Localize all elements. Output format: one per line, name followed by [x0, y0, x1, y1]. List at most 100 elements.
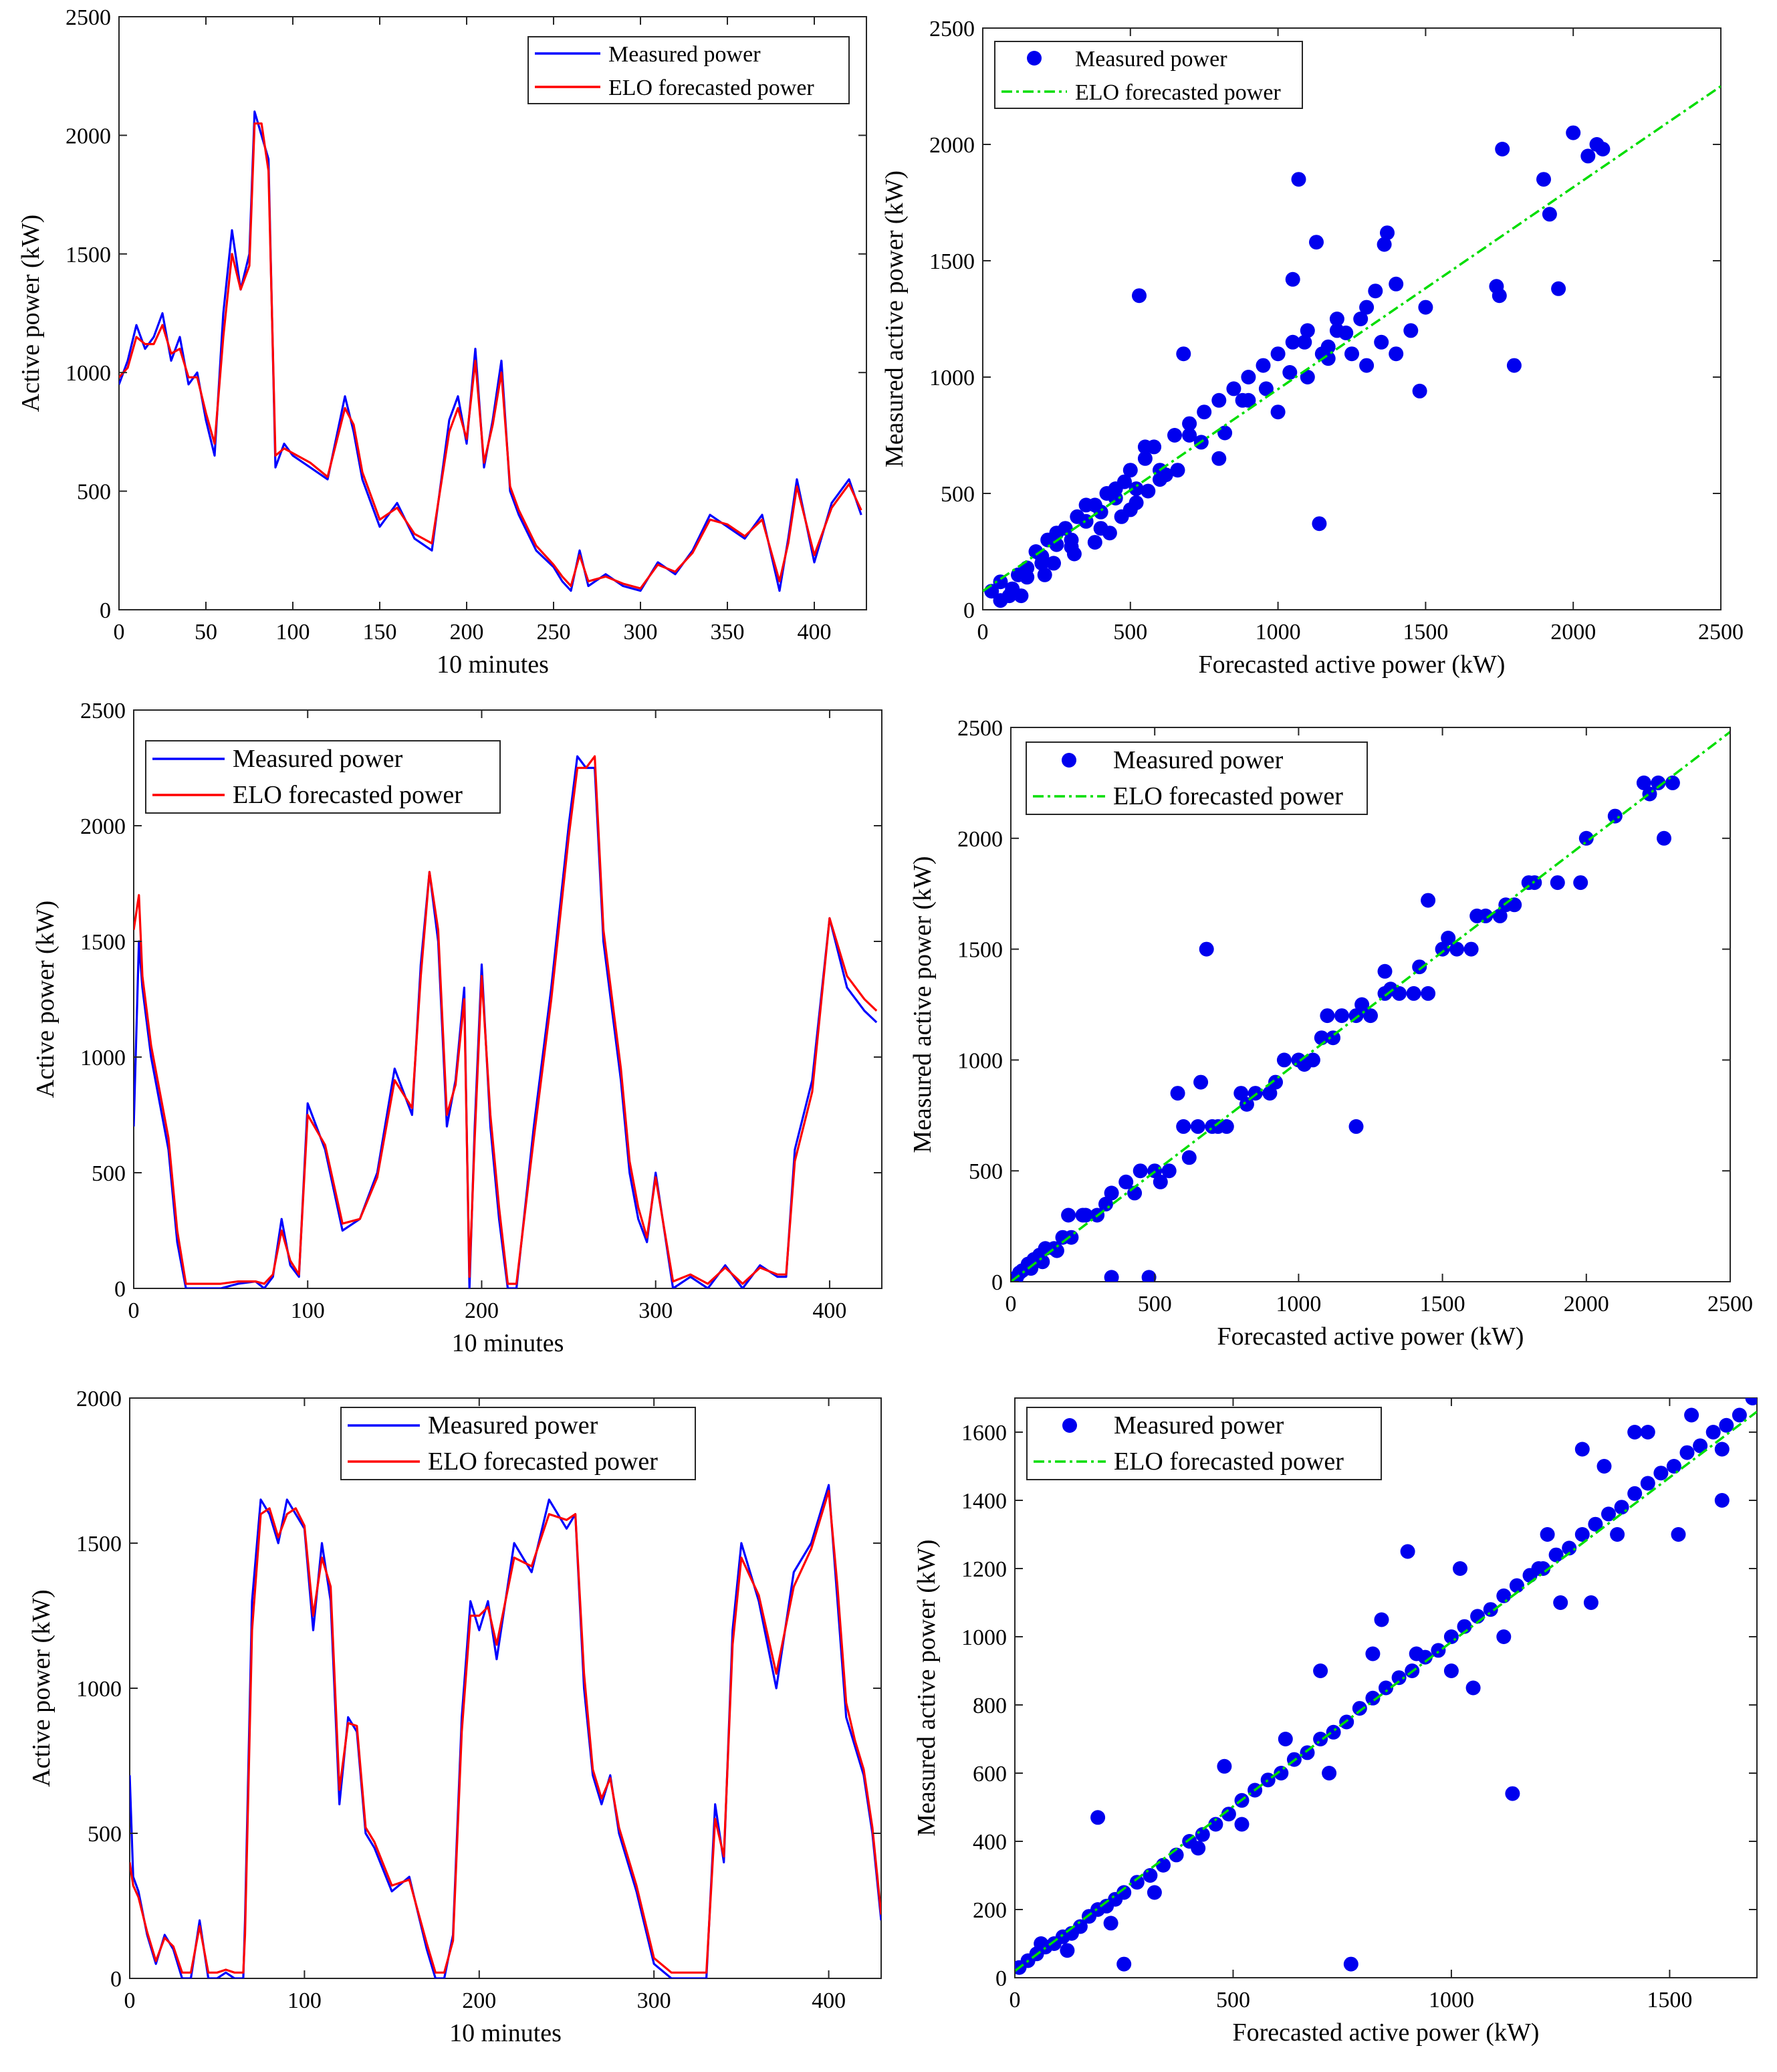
y-tick-label: 1400	[961, 1489, 1007, 1514]
scatter-point	[1285, 334, 1300, 350]
scatter-point	[1278, 1732, 1293, 1746]
scatter-point	[1129, 481, 1144, 496]
x-tick-label: 350	[711, 620, 745, 645]
scatter-point	[1098, 1196, 1113, 1212]
y-tick-label: 1000	[66, 361, 111, 386]
scatter-point	[1566, 125, 1581, 140]
scatter-point	[1441, 931, 1456, 945]
chart-ts2: 0 100 200 300 400 0 500 1000 1500 2000 2500 10 minu…	[31, 699, 882, 1357]
scatter-point	[1072, 1919, 1088, 1934]
scatter-point	[1601, 1506, 1616, 1522]
y-tick-label: 1500	[929, 249, 975, 274]
x-tick-label: 250	[537, 620, 571, 645]
scatter-point	[1483, 1602, 1498, 1617]
y-tick-label: 0	[100, 598, 111, 623]
scatter-point	[1610, 1527, 1625, 1542]
scatter-point	[1141, 1270, 1157, 1282]
scatter-point	[1453, 1561, 1467, 1576]
x-tick-label: 200	[450, 620, 484, 645]
scatter-point	[1443, 1663, 1459, 1678]
scatter-point	[1300, 323, 1315, 338]
legend-forecast-label: ELO forecasted power	[608, 76, 814, 100]
data-layer	[134, 755, 878, 1288]
y-tick-label: 0	[963, 598, 975, 623]
scatter-point	[1406, 986, 1421, 1001]
scatter-point	[1536, 172, 1551, 187]
scatter-point	[1182, 428, 1197, 443]
scatter-point	[1195, 1827, 1210, 1842]
x-tick-label: 1500	[1403, 620, 1448, 645]
scatter-point	[1158, 467, 1173, 483]
legend-measured-label: Measured power	[608, 42, 761, 67]
x-tick-label: 500	[1113, 620, 1147, 645]
scatter-point	[1583, 1595, 1598, 1610]
y-tick-label: 2500	[929, 17, 975, 41]
plot-area	[982, 27, 1722, 610]
y-tick-label: 2000	[957, 827, 1003, 852]
legend-measured-label: Measured power	[1113, 746, 1284, 774]
scatter-point	[1114, 509, 1129, 524]
legend-box	[145, 740, 501, 814]
x-tick-label: 0	[977, 620, 989, 645]
scatter-point	[1348, 1119, 1364, 1134]
plot-area	[118, 16, 867, 610]
scatter-point	[1334, 1008, 1349, 1024]
y-tick-label: 1000	[929, 366, 975, 390]
scatter-point	[1531, 1561, 1546, 1576]
y-tick-label: 1000	[80, 1046, 126, 1070]
x-tick-label: 50	[195, 620, 217, 645]
scatter-point	[1469, 908, 1485, 923]
legend-box	[994, 41, 1303, 109]
x-tick-label: 1500	[1647, 1988, 1692, 2012]
scatter-point	[1129, 495, 1144, 510]
scatter-point	[1642, 786, 1657, 802]
scatter-point	[1208, 1817, 1223, 1832]
scatter-point	[1562, 1540, 1577, 1556]
chart-sc2: 0 500 1000 1500 2000 2500 0 500 1000 1500 2000 2500…	[909, 716, 1753, 1351]
scatter-point	[1368, 283, 1383, 299]
scatter-point	[1657, 830, 1671, 846]
scatter-point	[1313, 1732, 1328, 1746]
x-tick-label: 0	[1010, 1988, 1021, 2012]
scatter-point	[1060, 1943, 1075, 1958]
x-tick-label: 0	[128, 1298, 140, 1323]
x-tick-label: 100	[276, 620, 310, 645]
scatter-point	[1300, 370, 1315, 384]
scatter-point	[1679, 1445, 1695, 1460]
scatter-point	[1191, 1841, 1206, 1856]
data-layer	[119, 110, 862, 592]
scatter-point	[1551, 281, 1566, 296]
scatter-point	[1391, 1670, 1407, 1686]
scatter-point	[1276, 1052, 1292, 1068]
legend: Measured power ELO forecasted power	[1026, 741, 1368, 815]
scatter-point	[1211, 392, 1227, 408]
legend-box	[340, 1407, 696, 1480]
scatter-point	[1116, 1885, 1132, 1900]
y-axis-label: Active power (kW)	[17, 215, 45, 412]
y-tick-label: 2500	[66, 5, 111, 30]
scatter-point	[1666, 1459, 1681, 1474]
scatter-point	[1573, 875, 1588, 891]
scatter-point	[1046, 556, 1061, 571]
x-axis-label: 10 minutes	[452, 1329, 564, 1357]
scatter-point	[1421, 893, 1436, 908]
x-axis-label: 10 minutes	[437, 651, 549, 679]
x-tick-label: 100	[291, 1298, 325, 1323]
scatter-point	[1122, 463, 1138, 478]
scatter-point	[1595, 142, 1611, 156]
y-tick-label: 500	[77, 480, 111, 505]
x-tick-label: 2000	[1550, 620, 1596, 645]
x-tick-label: 400	[812, 1988, 846, 2013]
scatter-point	[1383, 982, 1399, 997]
y-tick-label: 1500	[957, 938, 1003, 963]
scatter-point	[1684, 1407, 1699, 1423]
scatter-point	[1078, 497, 1094, 513]
scatter-point	[1320, 339, 1336, 354]
scatter-point	[1061, 1207, 1076, 1223]
scatter-point	[1489, 279, 1504, 294]
scatter-point	[1671, 1527, 1686, 1542]
scatter-point	[1270, 405, 1286, 420]
scatter-point	[1377, 963, 1393, 979]
scatter-point	[1108, 481, 1123, 496]
scatter-point	[1137, 439, 1153, 455]
